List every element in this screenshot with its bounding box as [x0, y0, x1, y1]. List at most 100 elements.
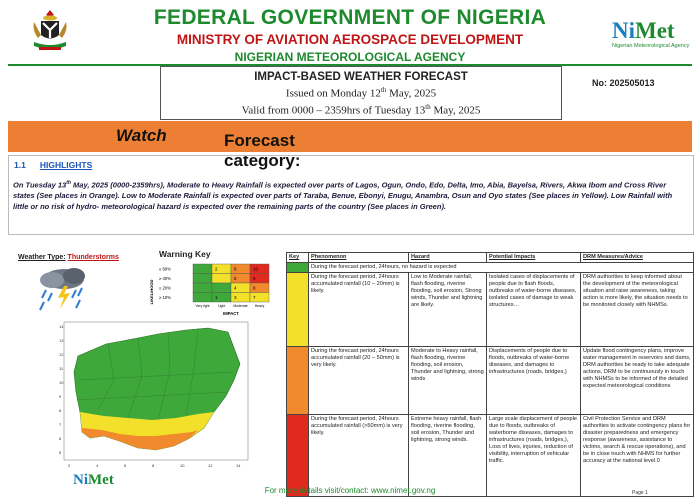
- warning-key-grid: LIKELIHOOD ≥ 60% 2 6 10 ≥ 40% 5 9 ≥ 20% 4 8 ≥ 10% 1 3…: [147, 262, 275, 325]
- forecast-number: No: 202505013: [592, 78, 655, 88]
- impact-table: Key Phenomenon Hazard Potential Impacts …: [286, 252, 694, 497]
- map-x-tick: 6: [124, 463, 127, 468]
- likelihood-row-label: ≥ 10%: [159, 295, 171, 300]
- hazard-cell: Moderate to Heavy rainfall, flash floodi…: [408, 346, 487, 415]
- warning-cell-number: 8: [253, 286, 256, 291]
- state-boundaries: [75, 328, 235, 421]
- col-impacts: Potential Impacts: [486, 252, 581, 263]
- impacts-cell: Isolated cases of displacements of peopl…: [486, 272, 581, 347]
- map-y-tick: 7: [59, 422, 62, 427]
- weather-type: Weather Type: Thunderstorms: [18, 254, 119, 261]
- map-y-tick: 10: [59, 380, 64, 385]
- category-value: Watch: [116, 126, 167, 145]
- map-y-tick: 6: [59, 436, 62, 441]
- nimet-logo: NiMet Nigerian Meteorological Agency: [612, 18, 692, 49]
- warning-cell: [249, 292, 270, 303]
- issued-line: Issued on Monday 12th May, 2025: [285, 86, 437, 100]
- phenomenon-cell: During the forecast period, 24hours accu…: [308, 346, 409, 415]
- map-y-tick: 12: [59, 352, 64, 357]
- warning-key-title: Warning Key: [159, 249, 211, 259]
- drm-cell: DRM authorities to keep informed about t…: [580, 272, 694, 347]
- impact-col-label: Very light: [196, 304, 210, 308]
- map-x-tick: 10: [180, 463, 185, 468]
- warning-cell-number: 10: [253, 267, 259, 272]
- impact-col-label: Heavy: [255, 304, 265, 308]
- government-title: FEDERAL GOVERNMENT OF NIGERIA: [153, 6, 547, 29]
- drm-cell: Civil Protection Service and DRM authori…: [580, 414, 694, 497]
- logo-ni: Ni: [612, 18, 635, 43]
- table-row: During the forecast period, 24hours accu…: [286, 346, 694, 415]
- warning-cell: [192, 263, 213, 274]
- highlights-box: [8, 155, 694, 235]
- map-x-tick: 4: [96, 463, 99, 468]
- likelihood-label: LIKELIHOOD: [149, 280, 154, 305]
- map-x-tick: 2: [68, 463, 71, 468]
- map-x-tick: 8: [152, 463, 155, 468]
- col-drm: DRM Measures/Advice: [580, 252, 694, 263]
- forecast-category-band: Forecast category: Watch: [8, 121, 692, 170]
- warning-cell-number: 2: [215, 267, 218, 272]
- table-row: During the forecast period, 24hours accu…: [286, 414, 694, 497]
- table-row: During the forecast period, 24hours accu…: [286, 272, 694, 347]
- key-swatch: [286, 414, 309, 497]
- table-row-green: During the forecast period, 24hours, no …: [286, 262, 694, 273]
- impacts-cell: Large scale displacement of people due t…: [486, 414, 581, 497]
- impact-col-label: Moderate: [233, 304, 247, 308]
- map-y-tick: 8: [59, 408, 62, 413]
- forecast-title: IMPACT-BASED WEATHER FORECAST: [254, 71, 468, 83]
- phenomenon-cell: During the forecast period, 24hours accu…: [308, 272, 409, 347]
- logo-subtitle: Nigerian Meteorological Agency: [612, 43, 690, 49]
- warning-cell-number: 6: [234, 267, 237, 272]
- map-x-tick: 14: [236, 463, 241, 468]
- orange-zone: [82, 428, 198, 450]
- highlights-heading: 1.1 HIGHLIGHTS: [14, 160, 93, 170]
- forecast-info-box: IMPACT-BASED WEATHER FORECAST Issued on …: [160, 66, 562, 120]
- likelihood-row-label: ≥ 60%: [159, 267, 171, 272]
- drm-cell: Update flood contingency plans, improve …: [580, 346, 694, 415]
- highlights-text: On Tuesday 13th May, 2025 (0000-2359hrs)…: [13, 180, 673, 211]
- map-x-tick: 12: [208, 463, 213, 468]
- warning-cell-number: 5: [234, 276, 237, 281]
- warning-cell-number: 4: [234, 286, 237, 291]
- ministry-title: MINISTRY OF AVIATION AEROSPACE DEVELOPME…: [176, 32, 524, 47]
- warning-cell-number: 3: [234, 295, 237, 300]
- key-swatch: [286, 346, 309, 415]
- footer-contact: For more details visit/contact: www.nime…: [264, 486, 436, 495]
- warning-cell: [211, 273, 232, 284]
- impacts-cell: Displacements of people due to floods, o…: [486, 346, 581, 415]
- logo-met: Met: [635, 18, 675, 43]
- map-y-tick: 9: [59, 394, 62, 399]
- col-key: Key: [286, 252, 309, 263]
- agency-title: NIGERIAN METEOROLOGICAL AGENCY: [234, 50, 466, 64]
- coat-of-arms-icon: [33, 10, 67, 50]
- map-y-tick: 13: [59, 338, 64, 343]
- col-hazard: Hazard: [408, 252, 487, 263]
- header-divider: [8, 64, 692, 66]
- forecast-category: Forecast category: Watch: [116, 126, 301, 170]
- likelihood-row-label: ≥ 20%: [159, 286, 171, 291]
- warning-cell: [211, 282, 232, 293]
- warning-cell: [192, 282, 213, 293]
- nigeria-forecast-map: 14 13 12 11 10 9 8 7 6 5 2 4 6 8 10 12 14: [59, 321, 249, 468]
- likelihood-row-label: ≥ 40%: [159, 276, 171, 281]
- nimet-map-logo: NiMet: [73, 472, 114, 488]
- thunderstorm-icon: [39, 268, 85, 311]
- impact-col-label: Light: [218, 304, 225, 308]
- phenomenon-cell: During the forecast period, 24hours accu…: [308, 414, 409, 497]
- warning-cell-number: 1: [215, 295, 218, 300]
- table-header-row: Key Phenomenon Hazard Potential Impacts …: [286, 252, 694, 263]
- page-number: Page 1: [632, 490, 648, 496]
- warning-cell: [192, 292, 213, 303]
- hazard-cell: Low to Moderate rainfall, flash flooding…: [408, 272, 487, 347]
- hazard-cell: Extreme heavy rainfall, flash flooding, …: [408, 414, 487, 497]
- map-y-tick: 5: [59, 450, 62, 455]
- impact-label: IMPACT: [223, 311, 239, 316]
- no-hazard-text: During the forecast period, 24hours, no …: [308, 262, 694, 273]
- key-swatch-green: [286, 262, 309, 273]
- key-swatch: [286, 272, 309, 347]
- map-y-tick: 14: [59, 324, 64, 329]
- warning-cell-number: 9: [253, 276, 256, 281]
- col-phenomenon: Phenomenon: [308, 252, 409, 263]
- map-y-tick: 11: [59, 366, 64, 371]
- warning-cell: [192, 273, 213, 284]
